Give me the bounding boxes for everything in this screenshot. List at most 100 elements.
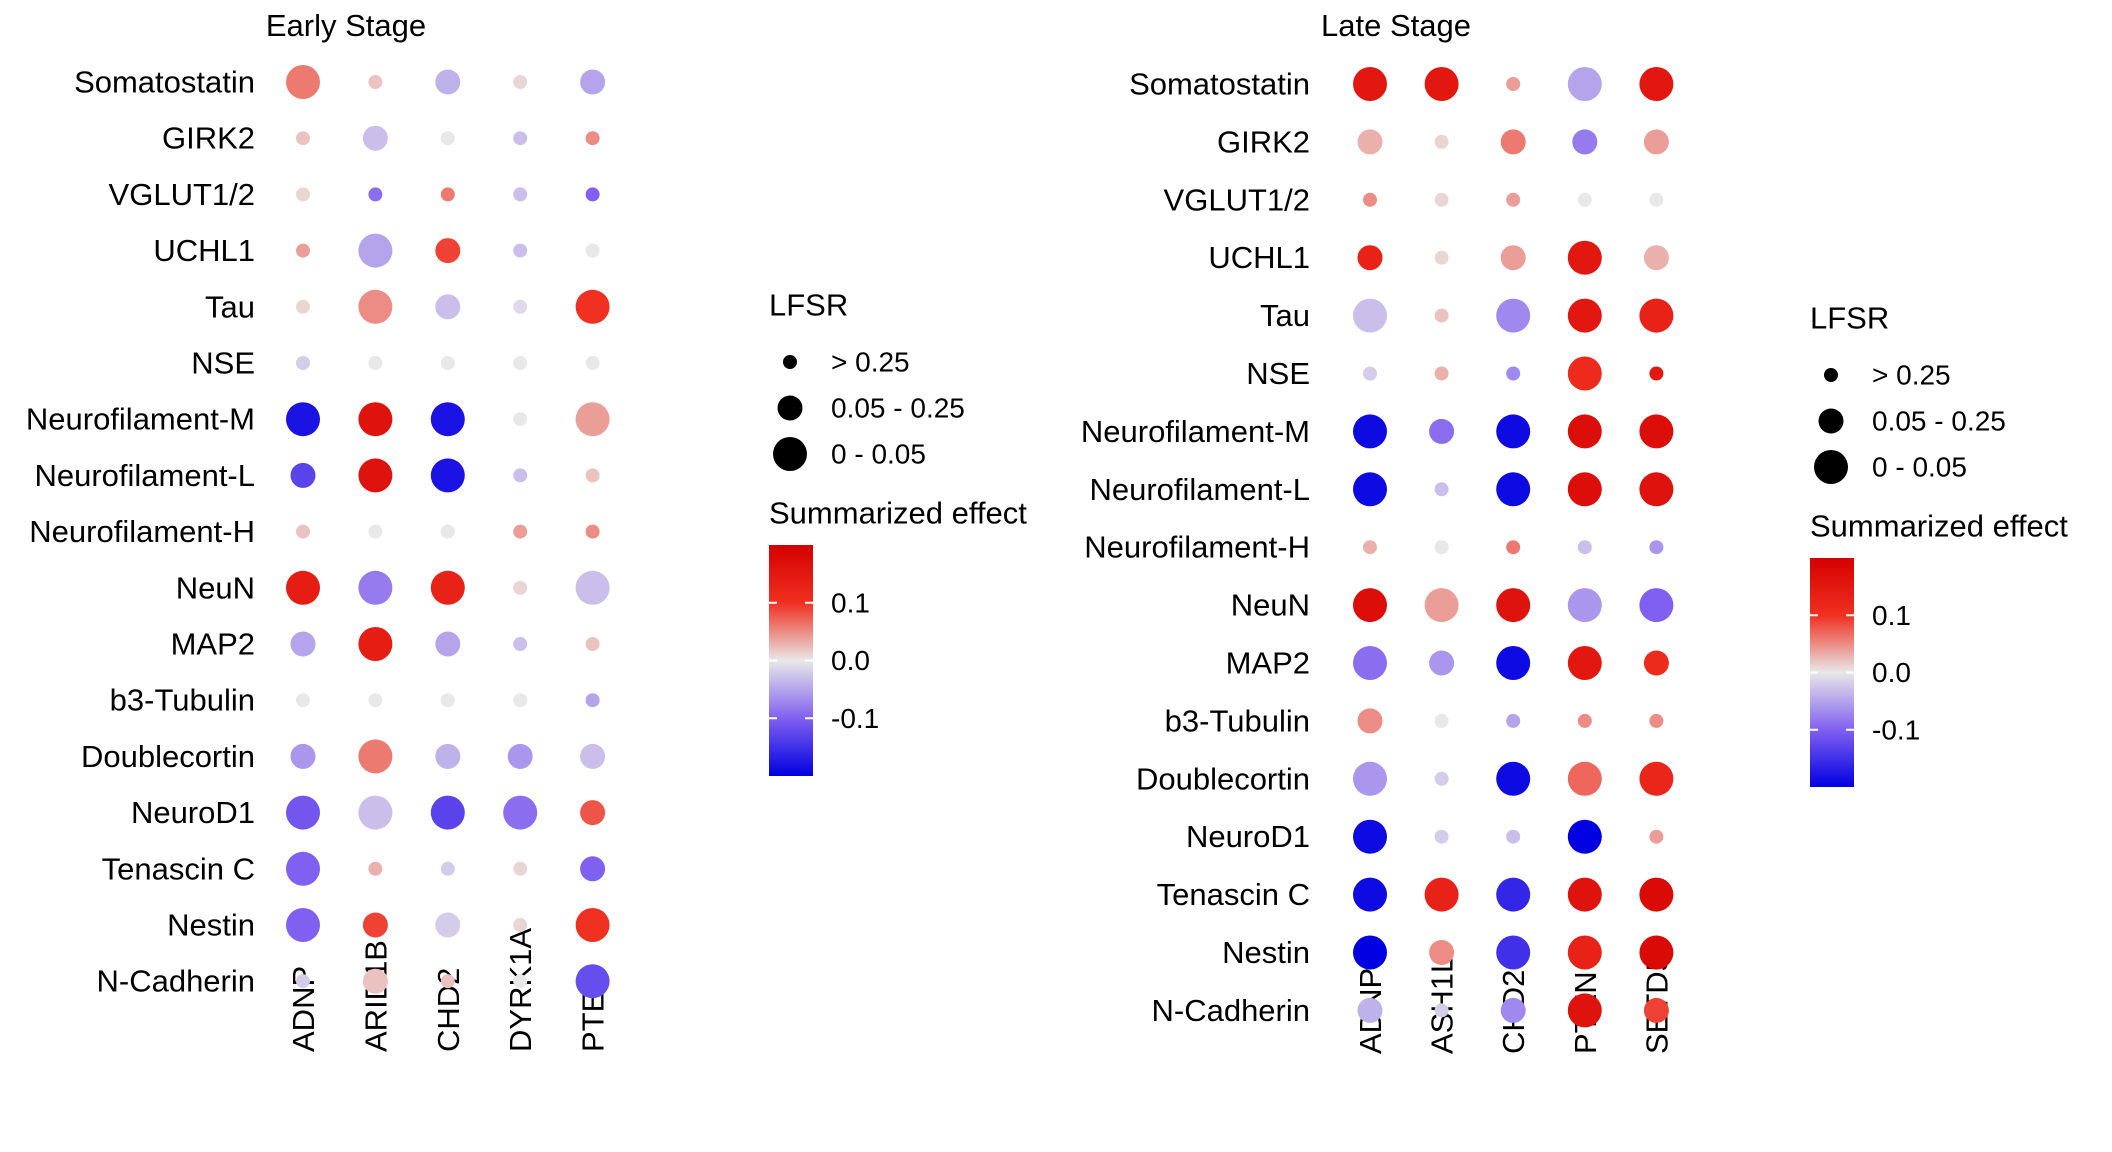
effect-dot bbox=[513, 468, 528, 483]
effect-dot bbox=[1649, 829, 1664, 844]
effect-dot bbox=[575, 289, 610, 324]
effect-dot bbox=[1577, 713, 1592, 728]
effect-dot bbox=[1639, 414, 1674, 449]
effect-dot bbox=[1639, 935, 1674, 970]
effect-dot bbox=[575, 570, 610, 605]
effect-dot bbox=[513, 918, 528, 932]
row-label: b3-Tubulin bbox=[1165, 703, 1310, 738]
row-label: Tau bbox=[1260, 298, 1310, 333]
effect-dot bbox=[1572, 129, 1598, 155]
column-label: ARID1B bbox=[358, 940, 393, 1052]
row-label: Neurofilament-M bbox=[1081, 414, 1310, 449]
legend-size-dot bbox=[1824, 368, 1838, 382]
effect-dot bbox=[1357, 245, 1383, 271]
legend-size-label: 0 - 0.05 bbox=[1872, 452, 1967, 483]
effect-dot bbox=[1429, 650, 1455, 676]
row-label: N-Cadherin bbox=[1151, 993, 1310, 1028]
effect-dot bbox=[585, 131, 600, 146]
effect-dot bbox=[1363, 366, 1377, 381]
legend-size-label: 0.05 - 0.25 bbox=[831, 393, 965, 424]
effect-dot bbox=[1506, 77, 1521, 91]
row-label: GIRK2 bbox=[162, 121, 255, 156]
effect-dot bbox=[430, 458, 465, 493]
effect-dot bbox=[286, 795, 320, 830]
effect-dot bbox=[1639, 588, 1674, 623]
effect-dot bbox=[296, 356, 310, 370]
effect-dot bbox=[440, 131, 455, 146]
legend-size-dot bbox=[777, 395, 803, 421]
effect-dot bbox=[513, 861, 528, 876]
effect-dot bbox=[1567, 356, 1602, 391]
effect-dot bbox=[435, 912, 461, 938]
row-label: NeuroD1 bbox=[131, 795, 255, 830]
effect-dot bbox=[1424, 67, 1459, 101]
row-label: Neurofilament-L bbox=[34, 458, 255, 493]
effect-dot bbox=[1639, 67, 1674, 101]
row-label: Neurofilament-H bbox=[29, 514, 255, 549]
effect-dot bbox=[368, 524, 383, 539]
effect-dot bbox=[1357, 129, 1383, 155]
effect-dot bbox=[513, 637, 528, 651]
effect-dot bbox=[1506, 829, 1521, 844]
effect-dot bbox=[1353, 588, 1387, 623]
row-label: Neurofilament-H bbox=[1084, 530, 1310, 565]
effect-dot bbox=[1429, 940, 1455, 965]
effect-dot bbox=[290, 743, 316, 769]
effect-dot bbox=[513, 75, 528, 89]
effect-dot bbox=[1434, 829, 1449, 844]
effect-dot bbox=[362, 968, 388, 994]
effect-dot bbox=[1567, 240, 1602, 275]
effect-dot bbox=[1643, 129, 1669, 155]
effect-dot bbox=[368, 187, 383, 202]
row-label: NeuN bbox=[176, 570, 255, 605]
effect-dot bbox=[580, 69, 606, 95]
row-label: Tenascin C bbox=[102, 851, 255, 886]
effect-dot bbox=[286, 851, 320, 886]
effect-dot bbox=[1643, 650, 1669, 676]
row-label: UCHL1 bbox=[1208, 240, 1310, 275]
effect-dot bbox=[1357, 708, 1383, 734]
effect-dot bbox=[1424, 877, 1459, 912]
effect-dot bbox=[580, 743, 606, 769]
effect-dot bbox=[575, 402, 610, 437]
effect-dot bbox=[440, 187, 455, 202]
effect-dot bbox=[435, 743, 461, 769]
panel-title: Late Stage bbox=[1321, 8, 1471, 43]
row-label: Nestin bbox=[1222, 935, 1310, 970]
effect-dot bbox=[1500, 245, 1526, 271]
effect-dot bbox=[1353, 761, 1387, 796]
effect-dot bbox=[1567, 819, 1602, 854]
effect-dot bbox=[1429, 418, 1455, 444]
effect-dot bbox=[296, 693, 310, 708]
effect-dot bbox=[1567, 993, 1602, 1028]
effect-dot bbox=[358, 570, 393, 605]
effect-dot bbox=[1567, 298, 1602, 333]
effect-dot bbox=[1577, 540, 1592, 555]
legend-size-dot bbox=[1818, 408, 1844, 434]
effect-dot bbox=[1567, 588, 1602, 623]
panel-late-stage: Late Stage Somatostatin GIRK2 VGLUT1/2 UCHL1… bbox=[1081, 8, 2068, 1054]
row-label: Somatostatin bbox=[74, 65, 255, 100]
effect-dot bbox=[1363, 540, 1377, 555]
effect-dot bbox=[1639, 472, 1674, 507]
effect-dot bbox=[1567, 472, 1602, 507]
effect-dot bbox=[368, 356, 383, 370]
effect-dot bbox=[585, 243, 600, 258]
effect-dot bbox=[585, 524, 600, 539]
effect-dot bbox=[1363, 192, 1377, 207]
effect-dot bbox=[362, 125, 388, 151]
legend-tick-label: 0.0 bbox=[1872, 657, 1911, 688]
legend-size-dot bbox=[773, 437, 807, 471]
row-label: NeuroD1 bbox=[1186, 819, 1310, 854]
effect-dot bbox=[1424, 588, 1459, 623]
effect-dot bbox=[1434, 1003, 1449, 1018]
effect-dot bbox=[1496, 935, 1531, 970]
effect-dot bbox=[1639, 298, 1674, 333]
effect-dot bbox=[585, 356, 600, 370]
effect-dot bbox=[286, 570, 320, 605]
row-label: NSE bbox=[1246, 356, 1310, 391]
effect-dot bbox=[430, 570, 465, 605]
effect-dot bbox=[1353, 877, 1387, 912]
effect-dot bbox=[1434, 540, 1449, 555]
effect-dot bbox=[1639, 761, 1674, 796]
